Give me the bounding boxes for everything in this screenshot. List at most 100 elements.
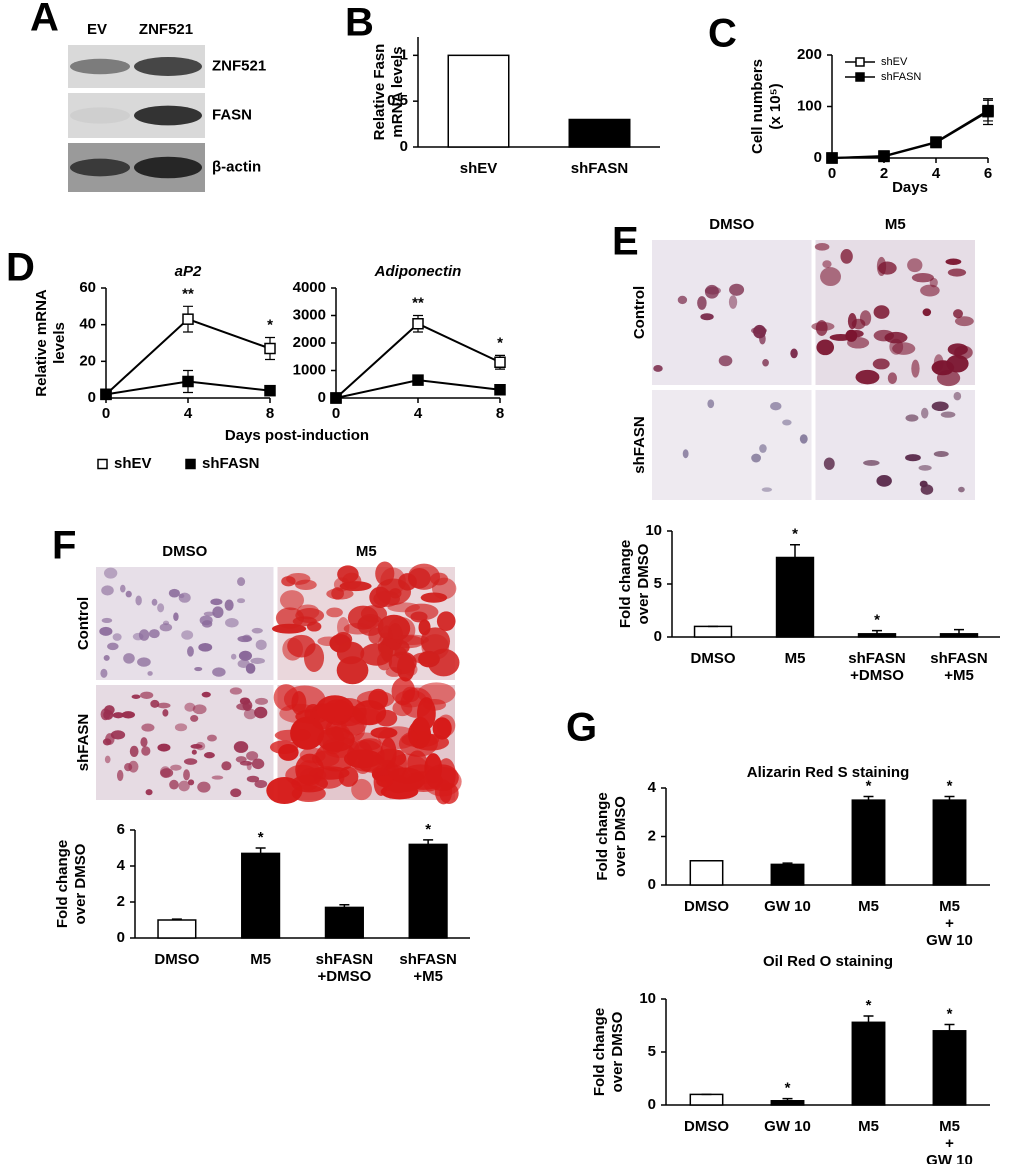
legend-label: shEV	[114, 455, 152, 472]
x-tick-label: 8	[496, 405, 504, 422]
cell-blob	[173, 612, 179, 621]
cell-blob	[762, 359, 769, 367]
x-tick-label: DMSO	[154, 951, 199, 968]
cell-blob	[370, 727, 398, 739]
significance-label: *	[947, 1005, 953, 1022]
cell-blob	[905, 454, 921, 462]
chart-title: Oil Red O staining	[763, 953, 893, 970]
cell-blob	[157, 743, 171, 752]
x-tick-label: 0	[828, 165, 836, 182]
cell-blob	[953, 309, 963, 319]
x-tick-label: +DMSO	[317, 968, 371, 985]
significance-label: *	[425, 821, 431, 838]
cell-blob	[150, 699, 160, 708]
x-tick-label: +M5	[413, 968, 443, 985]
y-axis-label: mRNA levels	[389, 46, 406, 137]
y-tick-label: 0	[318, 389, 326, 406]
cell-blob	[407, 563, 441, 590]
cell-blob	[254, 706, 268, 719]
y-axis-label: over DMSO	[635, 543, 652, 624]
marker	[97, 458, 108, 470]
legend-label: shEV	[881, 56, 908, 68]
cell-blob	[376, 652, 393, 671]
error-bar	[339, 903, 350, 908]
x-axis-label: Days post-induction	[225, 427, 369, 444]
bar	[770, 1100, 805, 1106]
cell-blob	[242, 700, 253, 711]
cell-blob	[192, 704, 207, 715]
y-tick-label: 0.5	[387, 92, 408, 109]
cell-blob	[212, 667, 226, 677]
bar	[693, 625, 733, 638]
marker	[100, 388, 112, 401]
row-label: Control	[75, 597, 92, 650]
cell-blob	[770, 402, 782, 411]
cell-blob	[137, 657, 151, 667]
cell-blob	[432, 717, 452, 740]
y-axis-label: over DMSO	[72, 843, 89, 924]
bar	[241, 852, 281, 939]
cell-blob	[141, 723, 155, 732]
cell-blob	[697, 296, 707, 310]
significance-label: *	[874, 612, 880, 629]
cell-blob	[255, 639, 267, 651]
x-tick-label: GW 10	[764, 1118, 811, 1135]
y-axis-label: Relative Fasn	[371, 44, 388, 141]
marker	[930, 136, 942, 148]
cell-blob	[954, 345, 973, 360]
column-label: DMSO	[162, 543, 207, 560]
y-tick-label: 4	[117, 857, 126, 874]
cell-blob	[385, 667, 403, 677]
lane-label: EV	[87, 21, 107, 38]
column-label: M5	[885, 216, 906, 233]
y-tick-label: 0	[88, 389, 96, 406]
cell-blob	[162, 709, 169, 717]
cell-blob	[352, 700, 387, 726]
cell-blob	[290, 716, 325, 750]
cell-blob	[281, 576, 296, 587]
cell-blob	[357, 613, 384, 636]
x-tick-label: 8	[266, 405, 274, 422]
cell-blob	[103, 654, 110, 661]
y-tick-label: 6	[117, 821, 125, 838]
y-tick-label: 200	[797, 46, 822, 63]
cell-blob	[147, 671, 153, 676]
blot-band	[134, 156, 202, 179]
cell-blob	[436, 611, 456, 631]
marker	[264, 342, 276, 355]
x-tick-label: shFASN	[848, 650, 906, 667]
cell-blob	[420, 592, 448, 603]
cell-blob	[168, 588, 180, 598]
y-axis-label: Fold change	[54, 840, 71, 928]
column-label: DMSO	[709, 216, 754, 233]
cell-blob	[287, 634, 316, 658]
cell-blob	[316, 695, 354, 723]
error-bar	[782, 862, 793, 865]
x-tick-label: M5	[939, 898, 960, 915]
cell-blob	[183, 758, 198, 765]
marker	[185, 458, 196, 470]
cell-blob	[369, 586, 391, 609]
cell-blob	[170, 764, 182, 771]
bar	[932, 1030, 967, 1106]
y-tick-label: 0	[117, 929, 125, 946]
cell-blob	[255, 697, 269, 705]
x-tick-label: DMSO	[684, 1118, 729, 1135]
cell-blob	[107, 642, 119, 651]
cell-blob	[141, 746, 151, 756]
cell-blob	[847, 312, 857, 330]
row-label: shFASN	[75, 714, 92, 772]
x-tick-label: shEV	[460, 160, 498, 177]
cell-blob	[296, 760, 321, 791]
y-tick-label: 0	[400, 138, 408, 155]
cell-blob	[823, 457, 835, 470]
row-label: FASN	[212, 106, 252, 123]
bar	[770, 863, 805, 886]
cell-blob	[120, 584, 126, 593]
cell-blob	[412, 652, 440, 665]
marker	[878, 150, 890, 162]
cell-blob	[230, 788, 242, 798]
error-bar	[171, 918, 182, 920]
bar	[851, 1021, 886, 1106]
cell-blob	[397, 653, 415, 682]
